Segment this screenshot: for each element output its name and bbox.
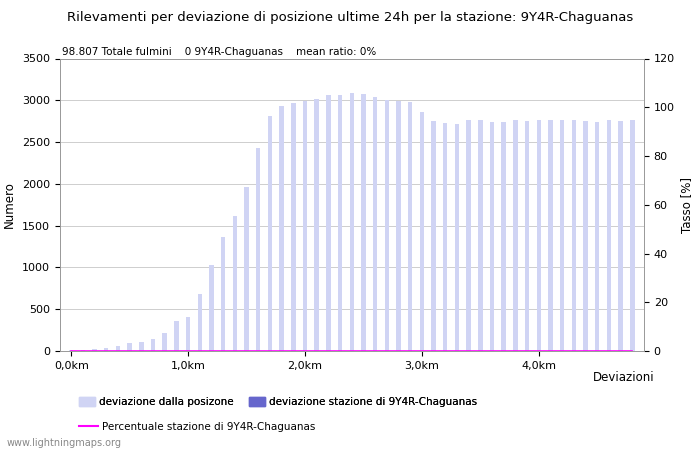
Bar (560, 120, 564, 351)
Bar (162, 333, 167, 351)
Bar (150, 339, 155, 351)
Bar (174, 321, 179, 351)
Bar (478, 120, 482, 351)
Bar (116, 346, 120, 351)
Bar (338, 95, 342, 351)
Text: Rilevamenti per deviazione di posizione ultime 24h per la stazione: 9Y4R-Chaguan: Rilevamenti per deviazione di posizione … (67, 11, 633, 24)
Bar (548, 120, 553, 351)
Bar (490, 122, 494, 351)
Bar (373, 97, 377, 351)
Bar (186, 317, 190, 351)
Bar (303, 101, 307, 351)
Bar (583, 121, 588, 351)
Bar (537, 120, 541, 351)
Legend: Percentuale stazione di 9Y4R-Chaguanas: Percentuale stazione di 9Y4R-Chaguanas (75, 418, 320, 436)
Bar (431, 121, 436, 351)
Bar (92, 349, 97, 351)
Bar (221, 237, 225, 351)
Bar (607, 120, 611, 351)
Bar (618, 121, 623, 351)
Bar (256, 148, 260, 351)
Bar (361, 94, 365, 351)
Bar (279, 106, 284, 351)
Bar (232, 216, 237, 351)
Bar (326, 95, 330, 351)
Legend: deviazione dalla posizone, deviazione stazione di 9Y4R-Chaguanas: deviazione dalla posizone, deviazione st… (75, 393, 482, 411)
Bar (291, 103, 295, 351)
Bar (525, 121, 529, 351)
Y-axis label: Tasso [%]: Tasso [%] (680, 177, 694, 233)
Bar (127, 343, 132, 351)
Y-axis label: Numero: Numero (3, 181, 16, 228)
Text: 98.807 Totale fulmini    0 9Y4R-Chaguanas    mean ratio: 0%: 98.807 Totale fulmini 0 9Y4R-Chaguanas m… (62, 47, 377, 57)
Bar (513, 120, 517, 351)
Bar (396, 101, 400, 351)
Text: Deviazioni: Deviazioni (593, 371, 654, 384)
Bar (595, 122, 599, 351)
Bar (104, 348, 108, 351)
Bar (572, 120, 576, 351)
Bar (197, 294, 202, 351)
Bar (501, 122, 506, 351)
Bar (420, 112, 424, 351)
Bar (408, 102, 412, 351)
Bar (209, 265, 214, 351)
Bar (384, 100, 389, 351)
Bar (267, 116, 272, 351)
Bar (244, 187, 248, 351)
Bar (314, 99, 319, 351)
Bar (466, 120, 471, 351)
Bar (80, 350, 85, 351)
Text: www.lightningmaps.org: www.lightningmaps.org (7, 438, 122, 448)
Bar (349, 93, 354, 351)
Bar (455, 124, 459, 351)
Bar (139, 342, 144, 351)
Bar (630, 120, 634, 351)
Bar (443, 123, 447, 351)
